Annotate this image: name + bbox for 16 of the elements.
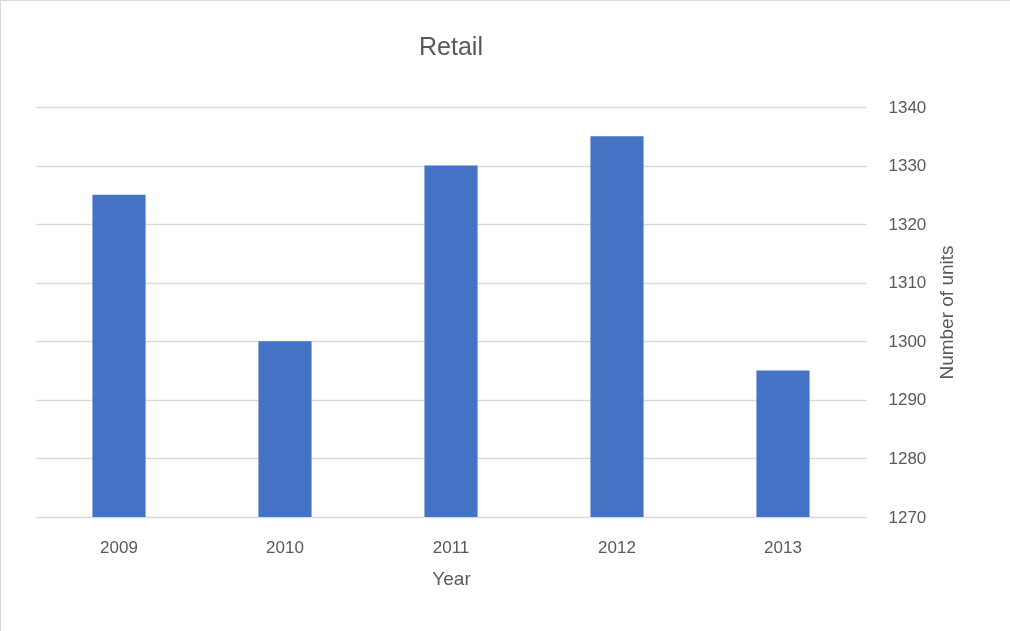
- x-tick-label: 2011: [432, 537, 470, 557]
- x-tick-label: 2009: [100, 537, 138, 557]
- chart-title: Retail: [419, 32, 483, 60]
- x-axis-title: Year: [432, 567, 472, 589]
- x-tick-label: 2010: [266, 537, 304, 557]
- x-tick-label: 2013: [764, 537, 802, 557]
- y-tick-label: 1340: [888, 97, 927, 117]
- y-axis-title: Number of units: [936, 245, 958, 380]
- y-tick-label: 1330: [888, 156, 927, 176]
- y-tick-label: 1320: [888, 214, 927, 234]
- y-tick-label: 1300: [888, 331, 927, 351]
- y-tick-label: 1310: [888, 273, 927, 293]
- y-tick-label: 1280: [888, 448, 927, 468]
- y-tick-label: 1290: [888, 390, 927, 410]
- y-tick-label: 1270: [888, 507, 927, 527]
- x-tick-label: 2012: [598, 537, 636, 557]
